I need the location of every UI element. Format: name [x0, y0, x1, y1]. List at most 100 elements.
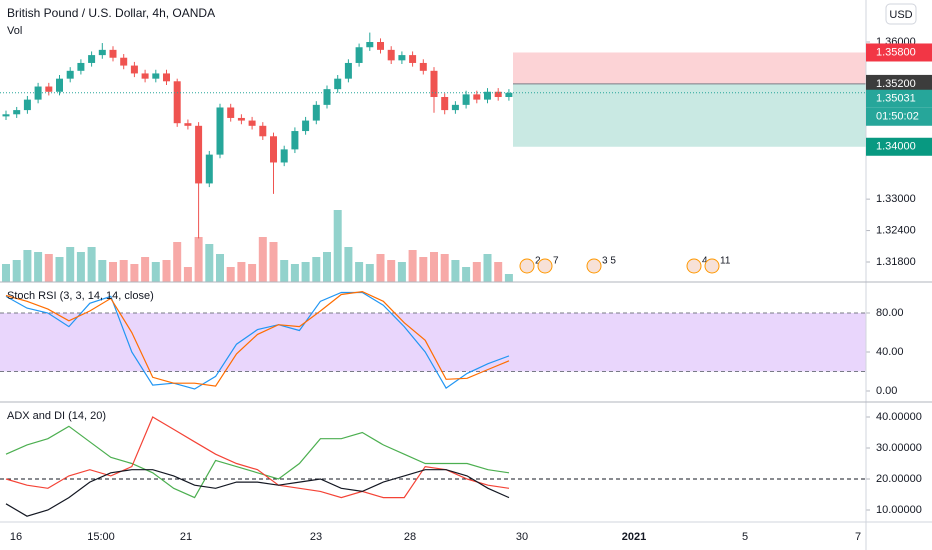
- volume-bar: [451, 260, 460, 282]
- candle-body: [216, 107, 224, 155]
- band: [0, 312, 866, 372]
- candle-body: [34, 86, 42, 100]
- candle-body: [152, 73, 160, 79]
- y-tick-label: 20.00000: [876, 473, 922, 485]
- candle-body: [302, 120, 310, 132]
- event-label: 3 5: [602, 256, 616, 267]
- candle-body: [98, 49, 106, 56]
- candle-body: [56, 78, 63, 92]
- stop-zone: [513, 52, 866, 84]
- volume-bar: [397, 262, 406, 282]
- candle-body: [377, 42, 384, 50]
- volume-bar: [23, 250, 32, 282]
- candle-body: [195, 125, 203, 184]
- event-icon: [704, 258, 720, 274]
- candle-body: [88, 55, 96, 63]
- y-tick-label: 80.00: [876, 307, 904, 319]
- volume-bar: [462, 267, 471, 282]
- candle-body: [473, 94, 481, 100]
- event-icon: [519, 258, 535, 274]
- x-tick-label: 30: [516, 531, 528, 543]
- candle-body: [237, 117, 245, 121]
- volume-bar: [365, 264, 374, 282]
- currency-button[interactable]: [885, 3, 917, 25]
- volume-bar: [2, 264, 10, 282]
- volume-bar: [119, 260, 128, 282]
- volume-bar: [98, 260, 107, 282]
- candle-body: [419, 62, 427, 71]
- entry-price-label: 1.35200: [876, 78, 916, 90]
- candle-body: [505, 92, 513, 98]
- candle-body: [334, 78, 342, 90]
- countdown-bg: [866, 107, 932, 126]
- candle-body: [270, 136, 277, 163]
- volume-bar: [333, 210, 342, 282]
- volume-bar: [173, 242, 182, 282]
- candle-body: [77, 62, 85, 71]
- event-label: 7: [553, 256, 559, 267]
- candle-body: [280, 149, 288, 163]
- x-tick-label: 21: [180, 531, 192, 543]
- volume-bar: [226, 267, 235, 282]
- volume-bar: [258, 237, 267, 282]
- y-tick-label: 10.00000: [876, 504, 922, 516]
- volume-bar: [216, 254, 224, 282]
- volume-bar: [194, 237, 203, 282]
- series-line: [5, 290, 510, 387]
- x-tick-label: 23: [310, 531, 322, 543]
- candle-body: [366, 42, 374, 48]
- candle-body: [484, 91, 491, 100]
- y-tick-label: 40.00: [876, 346, 904, 358]
- stop-price-label-bg: [866, 43, 932, 62]
- candle-body: [141, 73, 149, 79]
- volume-bar: [141, 257, 150, 282]
- event-label: 4: [702, 256, 708, 267]
- x-tick-label: 28: [404, 531, 416, 543]
- y-tick-label: 30.00000: [876, 442, 922, 454]
- candle-body: [2, 114, 10, 117]
- volume-bar: [12, 260, 21, 282]
- candle-body: [120, 57, 128, 66]
- candle-body: [163, 73, 170, 82]
- candle-body: [66, 70, 74, 79]
- candle-body: [344, 62, 352, 79]
- stop-price-label: 1.35800: [876, 46, 916, 58]
- volume-bar: [55, 257, 64, 282]
- plot-layer: 2 7 3 5 4 11: [0, 32, 870, 517]
- volume-bar: [301, 262, 310, 282]
- volume-bar: [205, 244, 214, 282]
- volume-bar: [183, 267, 192, 282]
- y-tick-label: 1.33000: [876, 193, 916, 205]
- candle-body: [441, 97, 449, 111]
- volume-bar: [130, 264, 139, 282]
- candle-body: [227, 107, 235, 118]
- candle-body: [409, 55, 417, 63]
- x-tick-label: 16: [10, 531, 22, 543]
- target-price-label: 1.34000: [876, 141, 916, 153]
- candle-body: [430, 70, 438, 98]
- volume-bar: [162, 260, 171, 282]
- volume-bar: [472, 262, 481, 282]
- event-icon: [537, 258, 553, 274]
- candle-body: [205, 154, 213, 184]
- countdown: 01:50:02: [876, 111, 919, 123]
- volume-bar: [269, 242, 278, 282]
- candle-body: [109, 49, 117, 58]
- volume-bar: [504, 274, 513, 282]
- candle-body: [130, 65, 138, 74]
- candle-body: [387, 49, 395, 61]
- volume-bar: [355, 262, 364, 282]
- series-line: [5, 416, 510, 499]
- candle-body: [291, 131, 299, 150]
- volume-bar: [494, 262, 503, 282]
- candle-body: [312, 104, 320, 121]
- target-zone: [513, 83, 866, 147]
- currency[interactable]: USD: [889, 9, 912, 21]
- candle-body: [45, 86, 53, 92]
- volume-bar: [408, 250, 417, 282]
- entry-price-label-bg: [866, 74, 932, 93]
- volume-bar: [76, 252, 85, 282]
- y-tick-label: 1.31800: [876, 256, 916, 268]
